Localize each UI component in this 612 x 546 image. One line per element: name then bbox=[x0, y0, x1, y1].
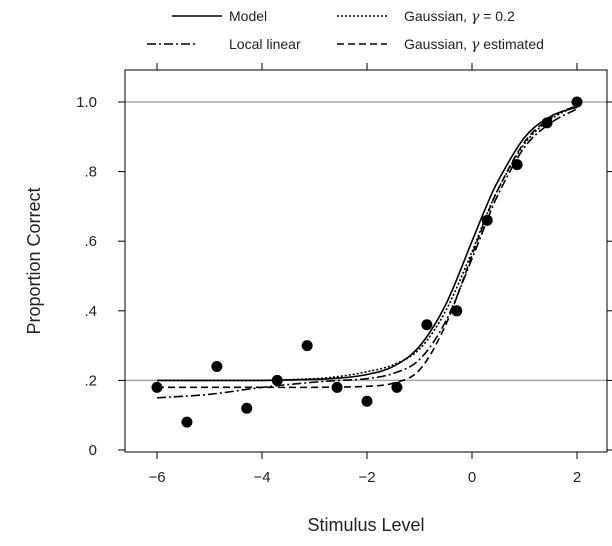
data-point bbox=[271, 374, 283, 386]
legend-label: Model bbox=[229, 8, 267, 24]
data-point bbox=[301, 340, 313, 352]
x-tick-label: 0 bbox=[468, 469, 476, 486]
x-tick-label: −6 bbox=[148, 469, 165, 486]
legend-label: Gaussian, γ estimated bbox=[404, 36, 544, 53]
y-tick-label: .8 bbox=[84, 164, 97, 181]
data-point bbox=[451, 305, 463, 317]
series-line-solid bbox=[157, 106, 578, 382]
legend-label: Local linear bbox=[229, 36, 301, 52]
plot-frame bbox=[124, 69, 608, 453]
y-tick-label: 0 bbox=[89, 442, 97, 459]
y-tick-label: .4 bbox=[84, 303, 97, 320]
series-line-dotted bbox=[157, 104, 578, 382]
x-tick-label: 2 bbox=[573, 469, 581, 486]
data-point bbox=[181, 416, 193, 428]
plot-area: −6 −4 −2 0 2 0 .2 .4 .6 .8 1.0 bbox=[76, 63, 612, 486]
y-tick-label: .2 bbox=[84, 372, 97, 389]
x-tick-label: −2 bbox=[358, 469, 375, 486]
series-line-dashed bbox=[157, 104, 578, 389]
y-tick-label: 1.0 bbox=[76, 94, 97, 111]
data-point bbox=[391, 381, 403, 393]
y-tick-label: .6 bbox=[84, 233, 97, 250]
legend: Model Local linear Gaussian, γ = 0.2 Gaussi… bbox=[147, 8, 544, 53]
data-point bbox=[151, 381, 163, 393]
y-axis-title: Proportion Correct bbox=[24, 187, 44, 334]
data-point bbox=[361, 395, 373, 407]
data-point bbox=[421, 319, 433, 331]
data-point bbox=[241, 402, 253, 414]
data-point bbox=[571, 96, 583, 108]
x-axis-title: Stimulus Level bbox=[307, 515, 424, 535]
legend-label: Gaussian, γ = 0.2 bbox=[404, 8, 515, 25]
x-tick-label: −4 bbox=[253, 469, 270, 486]
data-point bbox=[481, 214, 493, 226]
data-point bbox=[541, 117, 553, 129]
data-point bbox=[331, 381, 343, 393]
data-point bbox=[211, 360, 223, 372]
data-point bbox=[511, 159, 523, 171]
